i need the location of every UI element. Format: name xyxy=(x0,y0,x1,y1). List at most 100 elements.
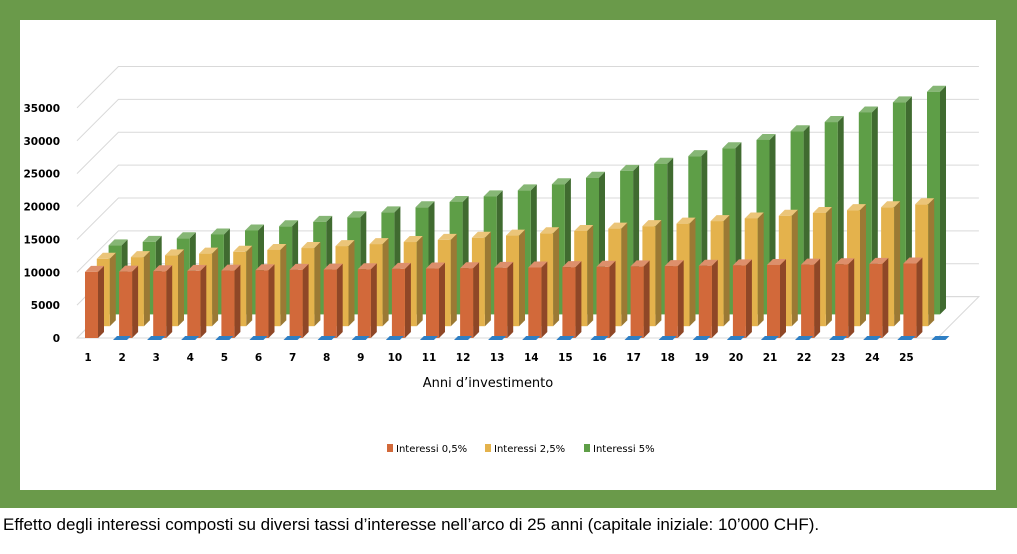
bar-top xyxy=(347,211,367,218)
bar-top xyxy=(313,215,333,222)
floor-marker xyxy=(249,336,268,340)
x-tick-label: 22 xyxy=(797,352,812,364)
bar-top xyxy=(540,227,560,234)
legend-entry: Interessi 0,5% xyxy=(396,444,467,455)
bar xyxy=(596,266,610,338)
legend-swatch xyxy=(584,444,590,452)
bar-top xyxy=(596,260,616,267)
bar-top xyxy=(415,201,435,208)
bar-side xyxy=(484,231,491,327)
bar-top xyxy=(142,235,162,242)
bar-top xyxy=(153,265,173,272)
bar-top xyxy=(289,263,309,270)
bar-top xyxy=(562,261,582,268)
x-tick-label: 3 xyxy=(153,352,160,364)
bar-side xyxy=(825,207,832,327)
floor-marker xyxy=(692,336,711,340)
bar-top xyxy=(130,251,150,258)
floor-marker xyxy=(283,336,302,340)
legend-swatch xyxy=(387,444,393,452)
bar-side xyxy=(780,258,786,338)
floor-marker xyxy=(215,336,234,340)
bar-side xyxy=(439,262,445,338)
x-axis-title: Anni d’investimento xyxy=(423,376,554,391)
bar-top xyxy=(391,262,411,269)
bar-side xyxy=(268,264,275,338)
floor-marker xyxy=(351,336,370,340)
bar-side xyxy=(689,217,696,327)
bar-side xyxy=(643,260,650,338)
bar-top xyxy=(790,125,810,132)
bar-top xyxy=(654,157,674,164)
bar-top xyxy=(267,243,287,250)
x-tick-label: 13 xyxy=(490,352,505,364)
bar-top xyxy=(778,209,798,216)
x-tick-label: 15 xyxy=(558,352,573,364)
bar-side xyxy=(757,212,764,327)
bar-top xyxy=(381,206,401,213)
legend-entry: Interessi 5% xyxy=(593,444,655,455)
figure-caption: Effetto degli interessi composti su dive… xyxy=(3,515,820,534)
bar-top xyxy=(676,217,696,224)
x-tick-label: 19 xyxy=(694,352,709,364)
floor-marker xyxy=(795,336,813,340)
bar-side xyxy=(450,233,457,327)
bar xyxy=(869,263,883,338)
series-1-bars xyxy=(85,257,923,338)
bar xyxy=(391,268,405,338)
floor-marker xyxy=(897,336,916,340)
bar xyxy=(732,265,746,338)
y-tick-label: 10000 xyxy=(23,267,60,279)
bar-side xyxy=(280,243,287,327)
bar-side xyxy=(212,247,219,327)
y-tick-label: 20000 xyxy=(23,202,60,214)
x-tick-label: 24 xyxy=(865,352,880,364)
gridline xyxy=(76,98,979,142)
bar-top xyxy=(892,96,912,103)
floor-marker xyxy=(863,336,882,340)
bar-top xyxy=(323,263,343,270)
x-tick-label: 14 xyxy=(524,352,539,364)
bar-top xyxy=(301,242,321,249)
bar-top xyxy=(187,264,207,271)
bar xyxy=(801,264,815,338)
bar-side xyxy=(416,236,423,327)
floor-marker xyxy=(658,336,677,340)
x-tick-label: 20 xyxy=(729,352,744,364)
bar xyxy=(528,267,542,338)
bar-top xyxy=(108,239,128,246)
x-tick-label: 5 xyxy=(221,352,228,364)
bar-side xyxy=(553,227,560,327)
floor-marker xyxy=(931,336,950,340)
legend-swatch xyxy=(485,444,491,452)
bar-side xyxy=(745,259,752,338)
bar-top xyxy=(233,245,253,252)
x-tick-label: 10 xyxy=(388,352,403,364)
bar-side xyxy=(848,258,855,338)
bar-side xyxy=(348,240,355,327)
x-tick-label: 1 xyxy=(84,352,91,364)
floor-marker xyxy=(113,336,131,340)
bar-side xyxy=(894,201,901,327)
bar-side xyxy=(587,224,594,327)
y-tick-label: 5000 xyxy=(31,300,60,312)
bar xyxy=(630,266,644,338)
bar-side xyxy=(677,260,684,338)
floor-marker xyxy=(181,336,200,340)
bar-top xyxy=(245,224,264,231)
bar-side xyxy=(98,265,104,338)
bar-side xyxy=(791,209,798,327)
bar-top xyxy=(847,204,866,211)
bar xyxy=(664,266,678,338)
bar xyxy=(357,269,371,338)
bar-top xyxy=(551,178,571,185)
bar-top xyxy=(96,252,116,259)
bar xyxy=(255,270,269,338)
bar-top xyxy=(437,233,457,240)
legend-entry: Interessi 2,5% xyxy=(494,444,565,455)
bar-top xyxy=(915,198,935,205)
floor-marker xyxy=(317,336,336,340)
y-tick-label: 0 xyxy=(53,333,60,345)
y-tick-label: 30000 xyxy=(23,136,60,148)
bar-side xyxy=(132,265,139,338)
